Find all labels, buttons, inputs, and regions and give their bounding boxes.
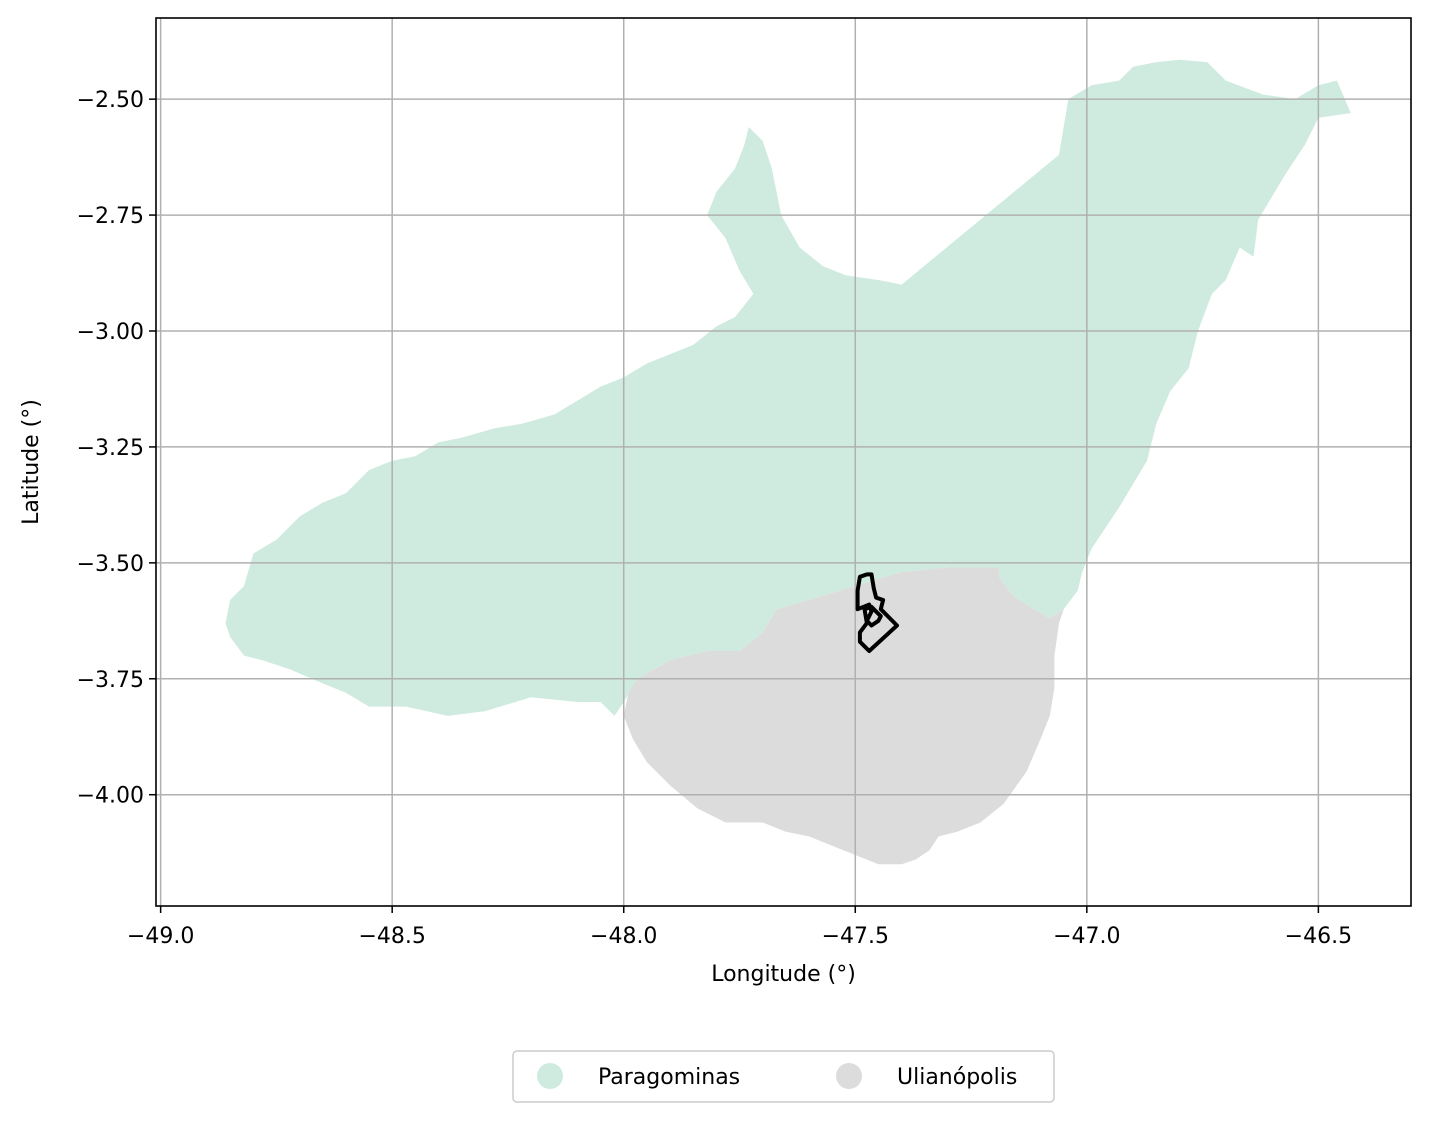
- regions-layer: [225, 59, 1351, 865]
- y-tick-label: −3.25: [77, 436, 144, 461]
- region-ulianpolis: [623, 567, 1064, 865]
- gridlines: [156, 18, 1411, 906]
- x-tick-label: −47.0: [1053, 924, 1120, 949]
- legend-label-paragominas: Paragominas: [598, 1065, 740, 1090]
- y-tick-label: −3.50: [77, 552, 144, 577]
- highlight-outline: [855, 572, 899, 653]
- highlight-layer: [855, 572, 899, 653]
- y-tick-label: −2.75: [77, 204, 144, 229]
- legend-marker-ulianopolis: [836, 1063, 862, 1089]
- y-ticks: −2.50 −2.75 −3.00 −3.25 −3.50 −3.75 −4.00: [77, 88, 156, 809]
- plot-area: [155, 17, 1412, 907]
- y-tick-label: −2.50: [77, 88, 144, 113]
- x-tick-label: −47.5: [822, 924, 889, 949]
- legend-box: [512, 1050, 1055, 1103]
- x-ticks: −49.0 −48.5 −48.0 −47.5 −47.0 −46.5: [127, 906, 1352, 949]
- x-tick-label: −49.0: [127, 924, 194, 949]
- axes-frame: [155, 17, 1412, 907]
- y-tick-label: −3.00: [77, 320, 144, 345]
- y-axis-label: Latitude (°): [19, 399, 44, 525]
- legend-marker-paragominas: [537, 1063, 563, 1089]
- y-tick-label: −3.75: [77, 668, 144, 693]
- x-axis-label: Longitude (°): [711, 962, 856, 987]
- x-tick-label: −46.5: [1285, 924, 1352, 949]
- legend-label-ulianopolis: Ulianópolis: [897, 1065, 1017, 1090]
- x-tick-label: −48.0: [590, 924, 657, 949]
- legend: Paragominas Ulianópolis: [512, 1050, 1055, 1103]
- x-tick-label: −48.5: [358, 924, 425, 949]
- y-tick-label: −4.00: [77, 784, 144, 809]
- region-paragominas: [225, 59, 1351, 716]
